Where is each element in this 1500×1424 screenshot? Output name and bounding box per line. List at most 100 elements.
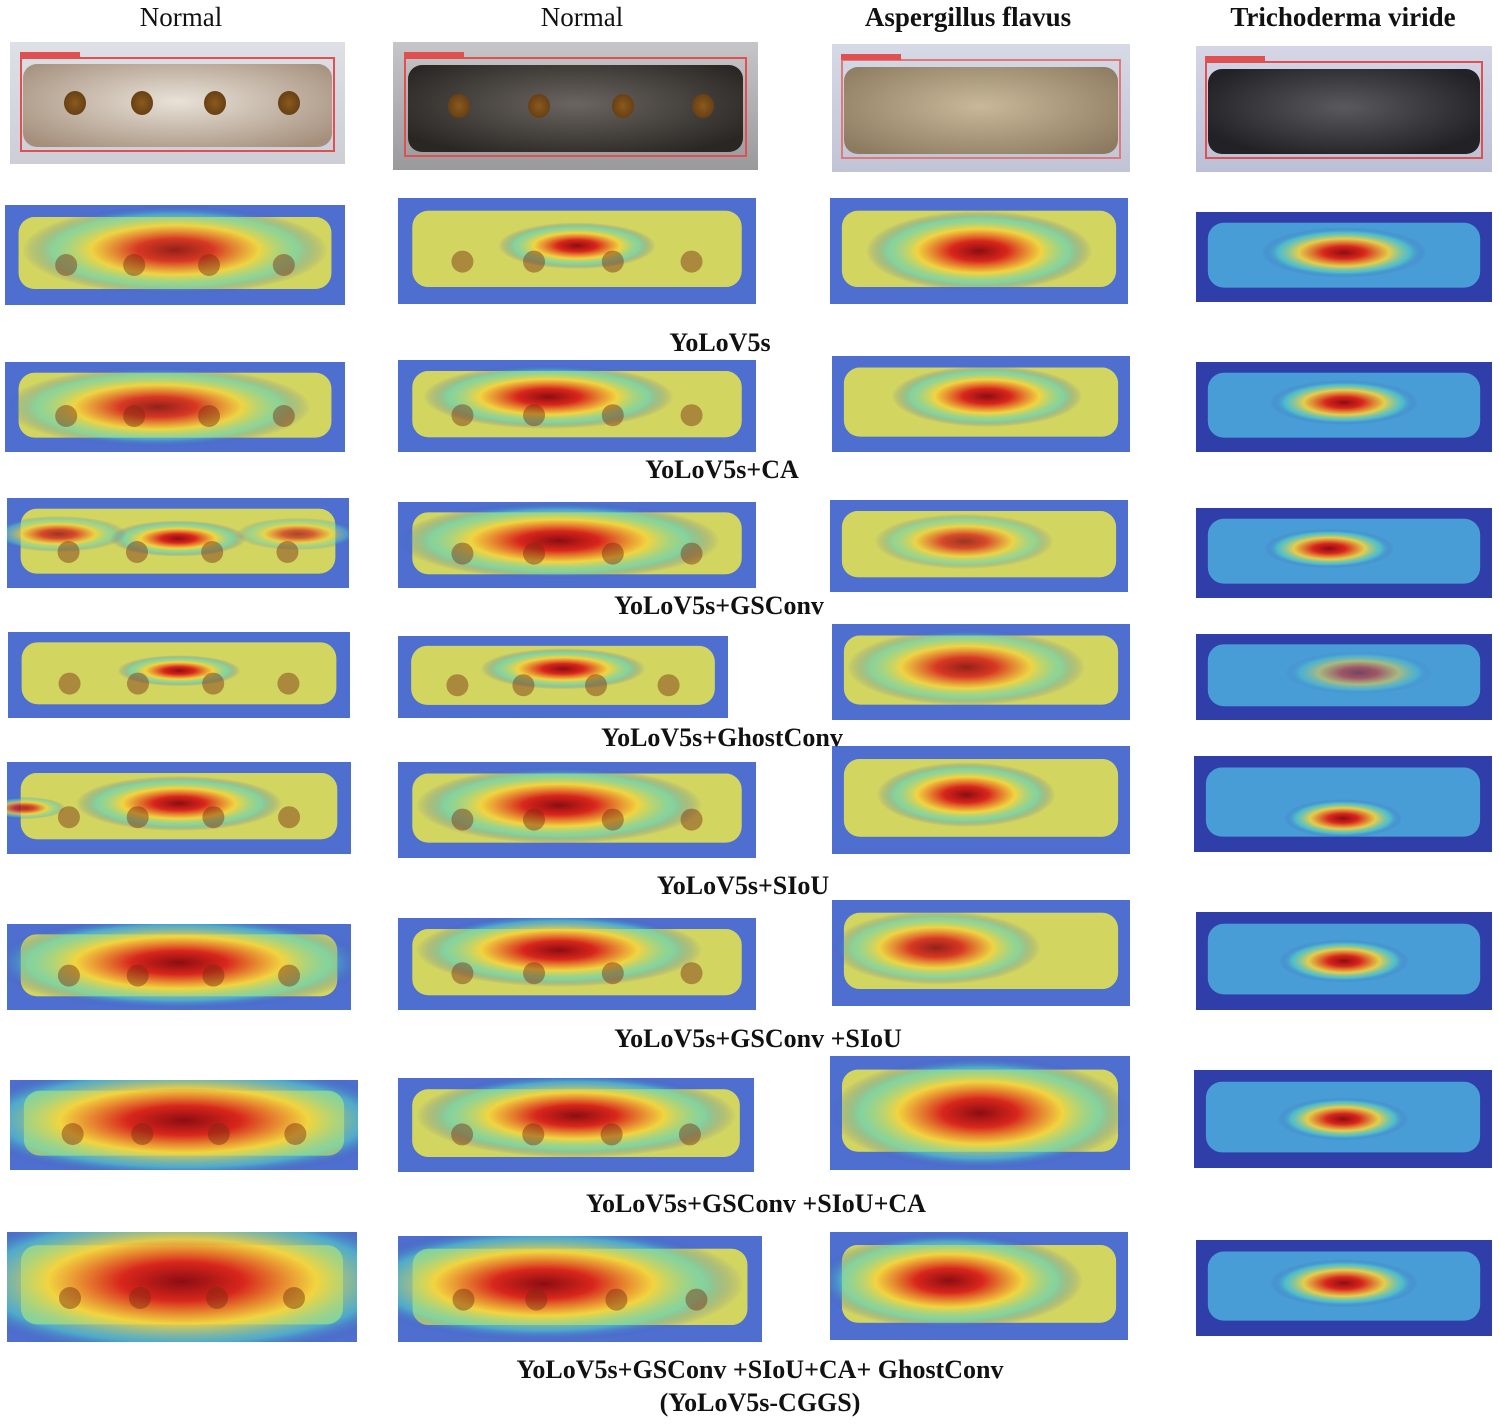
log-hole-marker [202,964,225,987]
log-hole-marker [523,962,546,985]
heatmap-hotspot [7,1232,357,1342]
model-label-yolov5s-cggs: YoLoV5s+GSConv +SIoU+CA+ GhostConv [516,1355,1004,1384]
log-hole-marker [125,541,148,563]
log-hole-marker [206,1287,228,1309]
model-label-yolov5s: YoLoV5s [669,328,771,357]
heatmap-tile [832,356,1130,452]
log-hole-marker [601,962,624,985]
heatmap-hotspot [832,624,1130,720]
model-label-yolov5s-siou: YoLoV5s+SIoU [656,871,830,900]
heatmap-tile [7,498,349,588]
heatmap-hotspot [830,1232,1128,1340]
heatmap-tile [8,632,350,718]
log-hole-marker [451,404,474,427]
heatmap-tile [5,205,345,305]
heatmap-tile [830,1232,1128,1340]
heatmap-tile [832,624,1130,720]
heatmap-hotspot [830,1056,1130,1170]
heatmap-hotspot [398,762,756,858]
heatmap-tile [398,502,756,588]
heatmap-tile [832,900,1130,1006]
heatmap-tile [7,924,351,1010]
heatmap-hotspot [1196,212,1492,302]
log-hole-marker [59,1287,81,1309]
log-hole-marker [207,1123,230,1145]
heatmap-hotspot [5,205,345,305]
log-hole-marker [451,962,474,985]
log-hole-marker [276,541,299,563]
log-hole-marker [601,542,624,565]
log-hole-marker [522,1123,545,1146]
log-hole-marker [202,806,225,829]
heatmap-hotspot [5,362,345,452]
log-hole-marker [452,1288,475,1311]
log-hole-marker [123,405,146,427]
model-label-yolov5s-ca: YoLoV5s+CA [645,455,799,484]
log-hole-marker [284,1123,307,1145]
model-label-yolov5s-gsconv: YoLoV5s+GSConv [614,591,824,620]
log-hole-marker [272,405,295,427]
log-hole-marker [283,1287,305,1309]
photo-trichoderma-viride [1196,46,1492,172]
heatmap-hotspot [398,1236,762,1342]
model-alias-yolov5s-cggs: (YoLoV5s-CGGS) [659,1388,861,1417]
log-hole-marker [680,962,703,985]
log-hole-marker [278,964,301,987]
log-hole-marker [57,541,80,563]
heatmap-tile [398,636,728,718]
log-hole-marker [278,806,301,829]
log-hole-marker [585,674,607,697]
log-hole-marker [451,542,474,565]
heatmap-hotspot [1194,756,1492,852]
log-hole-marker [126,806,149,829]
log-hole-marker [123,254,146,276]
log-hole-marker [451,250,474,273]
heatmap-tile [830,500,1128,592]
heatmap-hotspot [398,502,756,588]
heatmap-tile [398,360,756,452]
heatmap-tile [398,1236,762,1342]
heatmap-tile [1194,1070,1492,1168]
log-hole-marker [57,806,80,829]
log-hole-marker [202,672,225,695]
heatmap-tile [398,918,756,1010]
log-hole-marker [523,808,546,831]
log-hole-marker [600,1123,623,1146]
heatmap-tile [10,1080,358,1170]
photo-normal-1 [10,42,345,164]
log-hole-marker [272,254,295,276]
heatmap-tile [1196,212,1492,302]
photo-normal-2 [393,42,758,170]
log-hole-marker [198,405,220,427]
log-hole-marker [601,250,624,273]
log-hole-marker [58,672,81,695]
heatmap-tile [1196,634,1492,720]
log-hole-marker [601,808,624,831]
model-label-yolov5s-gsconv-siou-ca: YoLoV5s+GSConv +SIoU+CA [586,1189,926,1218]
heatmap-hotspot [832,356,1130,452]
heatmap-hotspot [398,918,756,1010]
heatmap-hotspot [398,636,728,718]
heatmap-tile [830,1056,1130,1170]
heatmap-tile [1196,362,1492,452]
heatmap-hotspot [832,746,1130,854]
heatmap-tile [398,762,756,858]
log-hole-marker [61,1123,84,1145]
model-label-yolov5s-gsconv-siou: YoLoV5s+GSConv +SIoU [614,1024,902,1053]
log-hole-marker [605,1288,628,1311]
log-hole-marker [657,674,680,697]
log-hole-marker [678,1123,701,1146]
log-hole-marker [523,542,546,565]
heatmap-hotspot [1194,1070,1492,1168]
heatmap-hotspot [1196,1240,1492,1336]
heatmap-tile [1194,756,1492,852]
log-hole-marker [451,808,474,831]
heatmap-tile [7,1232,357,1342]
heatmap-hotspot [398,360,756,452]
heatmap-tile [398,198,756,304]
log-hole-marker [126,964,149,987]
heatmap-hotspot [398,198,756,304]
heatmap-hotspot [398,1078,754,1172]
photo-aspergillus-flavus [832,44,1130,172]
heatmap-hotspot [830,500,1128,592]
